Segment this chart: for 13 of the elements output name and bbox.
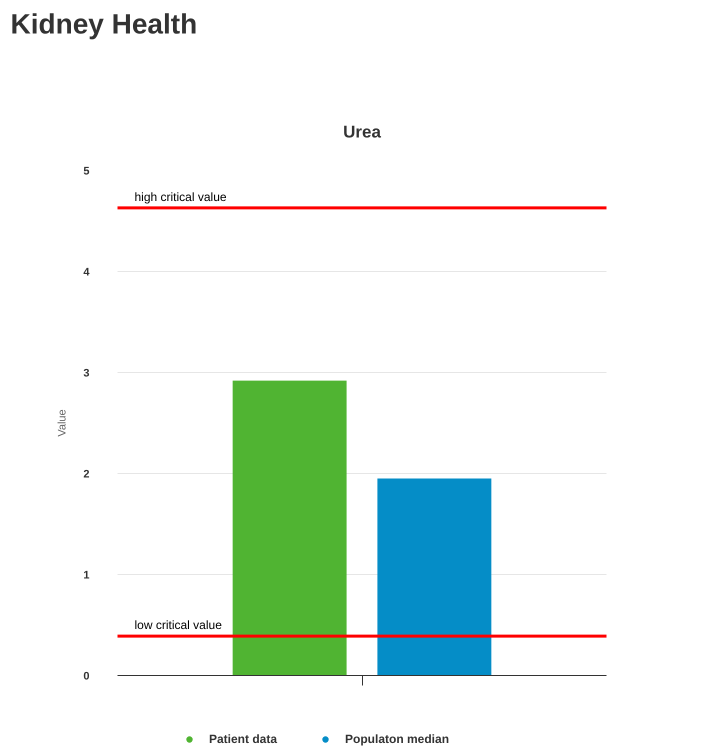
y-tick-label: 5 [83,166,90,178]
y-tick-label: 1 [83,570,90,582]
legend-label: Patient data [209,732,278,746]
chart-title: Kidney Health [10,8,198,40]
ref-line-label: high critical value [134,190,227,204]
y-tick-label: 2 [83,468,90,480]
y-tick-label: 0 [83,670,90,682]
y-axis-title: Value [56,409,68,437]
ref-line-label: low critical value [134,618,222,632]
y-tick-label: 3 [83,368,90,380]
legend-label: Populaton median [345,732,450,746]
chart-subtitle: Urea [343,122,382,142]
y-tick-label: 4 [83,266,90,278]
